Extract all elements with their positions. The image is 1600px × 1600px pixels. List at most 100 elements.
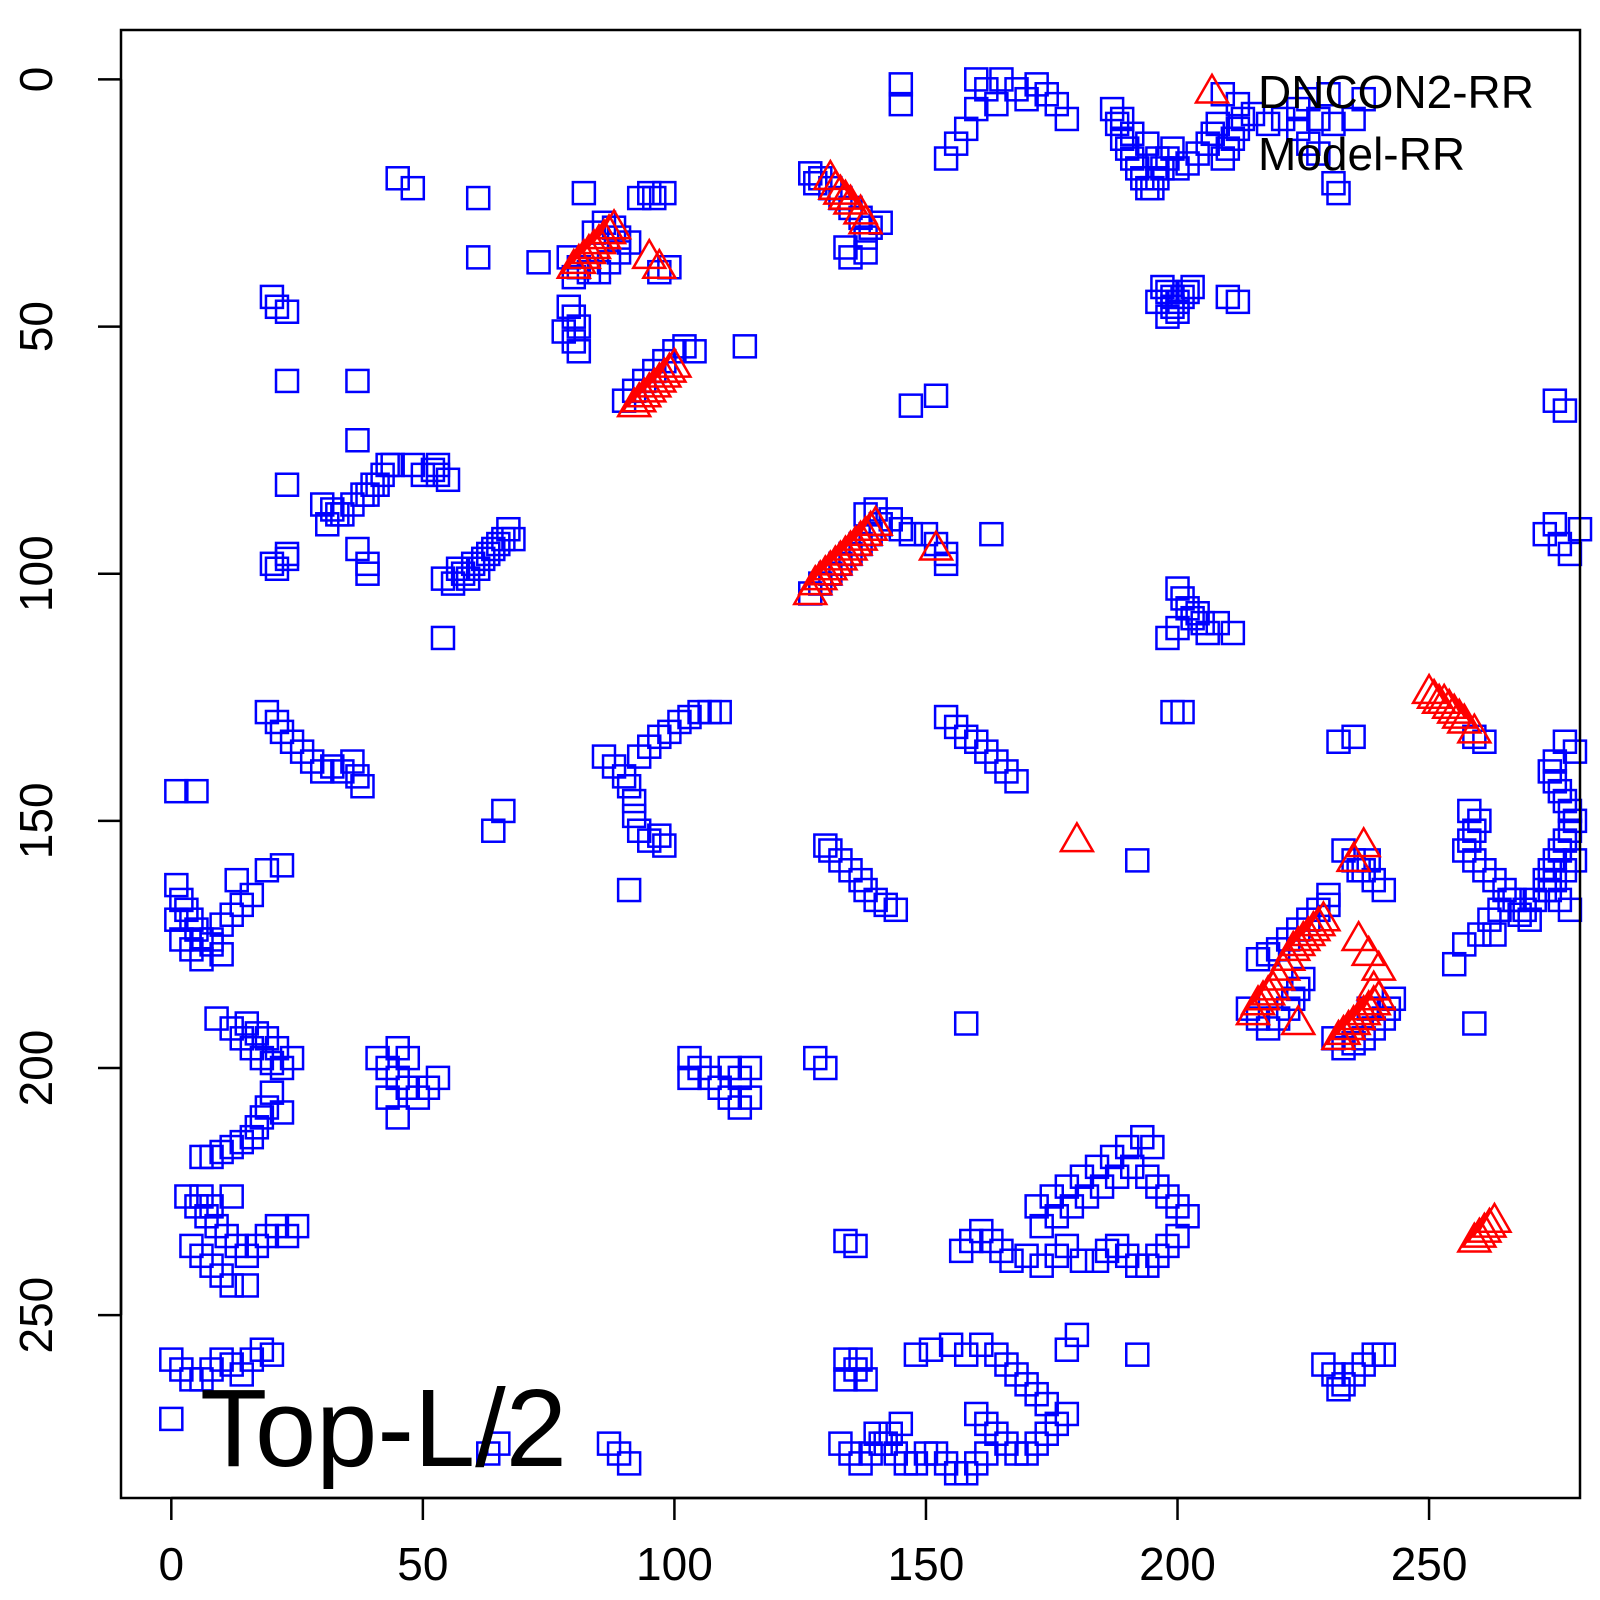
model-rr-point xyxy=(1321,111,1346,137)
model-rr-point xyxy=(1321,170,1346,196)
model-rr-point xyxy=(1467,922,1492,947)
model-rr-point xyxy=(737,1055,763,1081)
model-rr-point xyxy=(888,1411,914,1437)
dncon2-rr-point xyxy=(1340,919,1377,952)
dncon2-rr-point xyxy=(651,351,688,383)
dncon2-rr-point xyxy=(917,529,955,561)
model-rr-point xyxy=(652,833,677,858)
model-rr-point xyxy=(883,897,909,923)
model-rr-point xyxy=(803,170,828,196)
model-rr-point xyxy=(621,803,647,829)
model-rr-point xyxy=(1069,1248,1095,1273)
model-rr-point xyxy=(1084,1248,1110,1273)
model-rr-point xyxy=(284,1213,310,1239)
x-tick-label: 150 xyxy=(888,1538,965,1590)
dncon2-rr-point xyxy=(1476,1201,1513,1233)
dncon2-rr-point xyxy=(1355,984,1392,1016)
model-rr-point xyxy=(526,250,551,275)
model-rr-point xyxy=(833,235,858,260)
model-rr-point xyxy=(1230,106,1256,132)
model-rr-point xyxy=(184,778,209,804)
model-rr-point xyxy=(1145,146,1170,171)
model-rr-point xyxy=(1004,769,1029,794)
y-tick-label: 200 xyxy=(10,1030,62,1107)
model-rr-point xyxy=(400,175,426,201)
model-rr-point xyxy=(642,185,667,211)
model-rr-point xyxy=(888,72,914,97)
model-rr-point xyxy=(923,383,949,409)
model-rr-point xyxy=(234,1273,260,1298)
legend-label: DNCON2-RR xyxy=(1258,66,1534,118)
model-rr-point xyxy=(1326,1377,1351,1402)
y-tick-label: 50 xyxy=(10,301,62,352)
model-rr-point xyxy=(1316,892,1341,918)
model-rr-point xyxy=(355,561,380,586)
model-rr-point xyxy=(616,773,642,799)
dncon2-rr-point xyxy=(595,208,633,240)
model-rr-point xyxy=(1220,620,1246,646)
model-rr-point xyxy=(345,368,370,394)
legend-label: Model-RR xyxy=(1258,128,1465,180)
dncon2-rr-point xyxy=(1335,840,1372,873)
model-rr-point xyxy=(848,1347,873,1372)
dncon2-rr-point xyxy=(847,203,884,235)
y-tick-label: 250 xyxy=(10,1277,62,1354)
model-rr-point xyxy=(1371,1342,1397,1367)
model-rr-point xyxy=(274,472,300,497)
model-rr-point xyxy=(1371,877,1397,903)
model-rr-point xyxy=(219,1273,244,1298)
dncon2-rr-point xyxy=(1295,909,1332,942)
y-tick-label: 100 xyxy=(10,535,62,612)
x-tick-label: 250 xyxy=(1391,1538,1468,1590)
model-rr-point xyxy=(1517,907,1542,932)
model-rr-point xyxy=(219,1184,244,1209)
model-rr-point xyxy=(1306,141,1331,166)
dncon2-rr-point xyxy=(1466,1211,1503,1243)
legend-item: DNCON2-RR xyxy=(1193,66,1534,118)
dncon2-rr-point xyxy=(1350,934,1387,967)
plot-frame xyxy=(119,28,1582,1500)
model-rr-point xyxy=(682,339,707,364)
dncon2-rr-point xyxy=(1415,677,1453,710)
model-rr-point xyxy=(898,521,924,547)
model-rr-point xyxy=(325,502,350,527)
model-rr-point xyxy=(345,427,370,453)
model-rr-point xyxy=(933,551,959,577)
model-rr-point xyxy=(626,185,652,211)
model-rr-point xyxy=(1462,1011,1487,1036)
model-rr-point xyxy=(1155,304,1180,329)
model-rr-point xyxy=(380,452,405,478)
dncon2-rr-point xyxy=(1471,1206,1508,1238)
model-rr-point xyxy=(239,882,265,908)
model-rr-point xyxy=(274,299,300,324)
dncon2-rr-point xyxy=(1058,820,1096,853)
model-rr-point xyxy=(1351,86,1376,112)
model-rr-point xyxy=(189,1144,214,1170)
dncon2-rr-point xyxy=(827,178,864,210)
model-rr-point xyxy=(1542,512,1568,537)
model-rr-point xyxy=(1064,1322,1090,1348)
model-rr-point xyxy=(164,872,189,898)
plot-points xyxy=(159,67,1593,1486)
model-rr-point xyxy=(425,452,451,478)
model-rr-point xyxy=(269,1100,295,1125)
model-rr-point xyxy=(1205,111,1231,137)
model-rr-point xyxy=(571,180,597,206)
model-rr-point xyxy=(425,1065,451,1091)
model-rr-point xyxy=(1180,274,1205,300)
chart-annotation: Top-L/2 xyxy=(200,1367,567,1490)
model-rr-point xyxy=(350,773,375,799)
model-rr-point xyxy=(164,778,189,804)
dncon2-rr-point xyxy=(590,212,628,245)
model-rr-point xyxy=(1029,1213,1054,1239)
model-rr-point xyxy=(274,546,300,572)
dncon2-rr-point xyxy=(1360,979,1397,1011)
dncon2-rr-point xyxy=(1244,979,1282,1011)
model-rr-point xyxy=(1441,951,1467,977)
model-rr-point xyxy=(833,1367,858,1392)
model-rr-point xyxy=(853,240,878,265)
model-rr-point xyxy=(340,749,365,774)
model-rr-point xyxy=(465,185,491,211)
model-rr-point xyxy=(254,858,280,883)
